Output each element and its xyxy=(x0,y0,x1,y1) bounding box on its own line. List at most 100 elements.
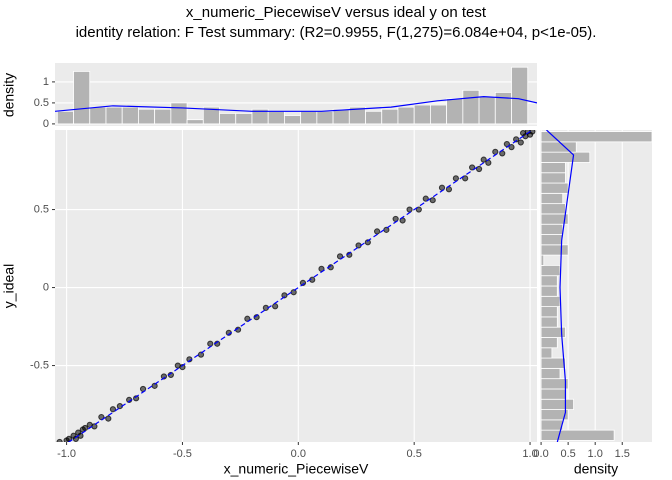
point xyxy=(513,136,520,143)
point xyxy=(406,206,413,213)
density-curve xyxy=(55,95,537,112)
plot-area xyxy=(55,66,537,125)
bar xyxy=(540,285,558,297)
bar xyxy=(397,106,415,125)
point xyxy=(272,303,279,310)
x-tick-label: 0.5 xyxy=(560,448,575,460)
point xyxy=(336,253,344,260)
bar xyxy=(540,151,591,163)
bar xyxy=(540,244,569,256)
point xyxy=(429,197,436,204)
bar xyxy=(478,96,496,125)
bar xyxy=(540,316,558,328)
bar xyxy=(138,108,156,125)
bar xyxy=(540,182,569,194)
bar xyxy=(540,347,553,359)
x-tick-label: 0.5 xyxy=(407,448,422,460)
plot-background xyxy=(55,130,537,442)
chart-subtitle: identity relation: F Test summary: (R2=0… xyxy=(76,24,597,41)
point xyxy=(469,164,476,171)
bar xyxy=(186,119,204,125)
point xyxy=(519,130,527,137)
point xyxy=(480,156,487,163)
bar xyxy=(540,141,577,153)
bar xyxy=(235,113,253,125)
x-tick-label: -1.0 xyxy=(57,448,76,460)
bar xyxy=(540,295,561,307)
point xyxy=(151,382,158,389)
bar xyxy=(540,203,566,215)
plot-area xyxy=(540,130,652,442)
point xyxy=(290,289,297,296)
chart-title: x_numeric_PiecewiseV versus ideal y on t… xyxy=(186,4,487,21)
point xyxy=(72,435,79,442)
bar xyxy=(540,367,561,380)
y-tick-label: 0.5 xyxy=(34,97,49,109)
bar xyxy=(332,108,350,125)
point xyxy=(452,175,459,182)
bar xyxy=(316,110,334,125)
bar xyxy=(121,106,139,125)
bar xyxy=(540,378,569,390)
x-axis-title: x_numeric_PiecewiseV xyxy=(224,461,369,477)
point xyxy=(383,226,390,233)
x-tick-label: 0.0 xyxy=(533,448,548,460)
bar xyxy=(170,102,188,125)
point xyxy=(364,239,371,246)
bar xyxy=(154,108,172,125)
bar xyxy=(413,104,431,125)
point xyxy=(281,292,288,299)
y-tick-label: -0.5 xyxy=(30,359,49,371)
bar xyxy=(105,106,123,125)
x-tick-label: 0.0 xyxy=(291,448,306,460)
x-tick-label: -0.5 xyxy=(173,448,192,460)
point xyxy=(517,139,524,146)
bar xyxy=(540,419,564,431)
point xyxy=(422,195,429,202)
density-curve xyxy=(546,130,575,442)
y-tick-label: 0 xyxy=(43,118,49,130)
x-tick-label: 1.0 xyxy=(588,448,603,460)
bar xyxy=(446,98,464,125)
x-tick-label: 1.5 xyxy=(615,448,630,460)
bar xyxy=(540,357,566,369)
bar xyxy=(540,234,564,246)
point xyxy=(82,424,89,432)
point xyxy=(56,438,63,442)
bar xyxy=(540,275,558,287)
y-tick-label: 1 xyxy=(43,76,49,88)
bar xyxy=(462,89,480,125)
point xyxy=(109,406,117,413)
x-axis-title: density xyxy=(574,461,618,477)
bar xyxy=(540,131,652,143)
bar xyxy=(219,113,237,125)
bar xyxy=(540,172,566,184)
point xyxy=(475,165,483,173)
point xyxy=(105,415,112,422)
bar xyxy=(540,265,561,277)
bar xyxy=(540,388,566,400)
point xyxy=(91,423,98,430)
point xyxy=(374,228,381,235)
bar xyxy=(56,110,74,125)
bar xyxy=(540,429,615,441)
reference-line xyxy=(67,130,534,442)
y-tick-label: 0 xyxy=(43,281,49,293)
bar xyxy=(267,110,285,125)
bar xyxy=(540,223,564,235)
point xyxy=(529,130,536,135)
bar xyxy=(430,104,448,125)
x-tick-label: 1.0 xyxy=(522,448,537,460)
point xyxy=(207,340,214,347)
bar xyxy=(365,110,383,125)
bar xyxy=(540,306,558,318)
bar xyxy=(511,66,529,125)
y-tick-label: 0.5 xyxy=(34,203,49,215)
bar xyxy=(300,110,318,125)
bar xyxy=(73,71,91,125)
y-axis-title: density xyxy=(1,73,17,117)
point xyxy=(462,175,469,182)
bar xyxy=(284,115,302,125)
y-axis-title: y_ideal xyxy=(1,264,17,308)
